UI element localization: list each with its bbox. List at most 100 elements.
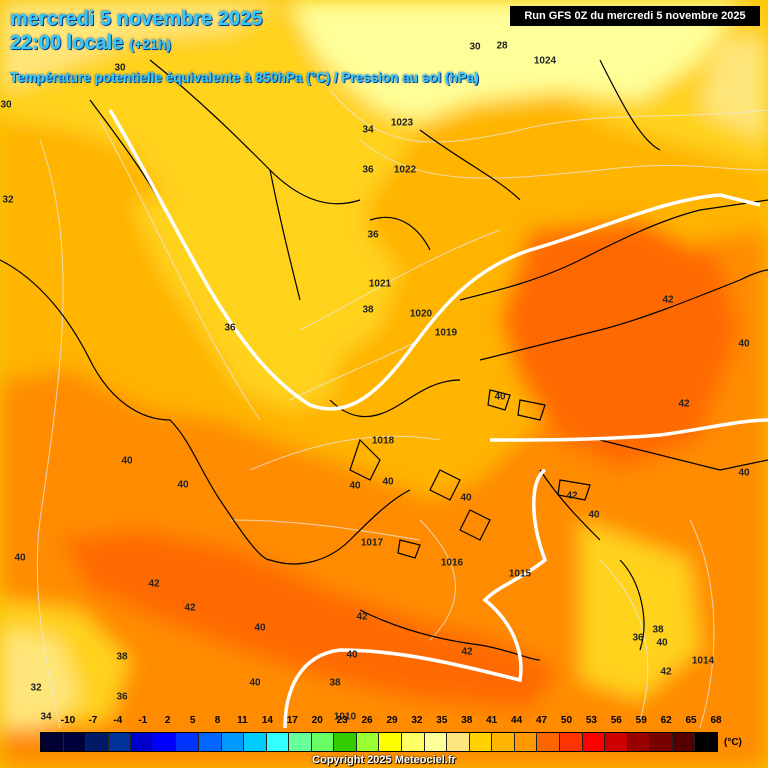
- isobar: [299, 229, 501, 331]
- scale-swatch: [672, 733, 696, 751]
- temperature-label: 36: [116, 691, 128, 703]
- temperature-label: 42: [660, 666, 672, 678]
- isobar: [689, 519, 715, 729]
- scale-swatch: [605, 733, 628, 751]
- coastline: [539, 469, 601, 541]
- scale-swatch: [559, 733, 583, 751]
- temperature-label: 40: [121, 455, 133, 467]
- scale-swatch: [695, 733, 717, 751]
- scale-swatch: [244, 733, 267, 751]
- forecast-date: mercredi 5 novembre 2025: [10, 8, 263, 30]
- scale-swatch: [153, 733, 177, 751]
- zone-32-southwest: [0, 630, 80, 728]
- pressure-label: 1021: [368, 278, 392, 290]
- temperature-label: 40: [738, 467, 750, 479]
- scale-swatch: [627, 733, 651, 751]
- scale-tick-label: 14: [261, 715, 273, 726]
- scale-swatch: [266, 733, 290, 751]
- scale-swatch: [289, 733, 312, 751]
- isobar: [289, 339, 421, 401]
- scale-tick-label: 53: [585, 715, 597, 726]
- scale-swatch: [650, 733, 673, 751]
- scale-swatch: [176, 733, 199, 751]
- temperature-label: 42: [662, 294, 674, 306]
- scale-swatch: [334, 733, 357, 751]
- scale-swatch: [356, 733, 380, 751]
- temperature-label: 40: [249, 677, 261, 689]
- scale-swatch: [402, 733, 425, 751]
- isobar: [249, 435, 441, 471]
- border: [419, 129, 521, 201]
- scale-swatch: [492, 733, 515, 751]
- isobar-1020: [108, 109, 761, 411]
- forecast-offset: (+21h): [129, 36, 172, 52]
- temperature-label: 42: [356, 611, 368, 623]
- zone-42-south: [60, 530, 560, 710]
- scale-tick-label: -4: [113, 715, 123, 726]
- scale-tick-label: 62: [660, 715, 672, 726]
- scale-swatch: [537, 733, 560, 751]
- pressure-label: 1019: [434, 327, 458, 339]
- temperature-label: 42: [148, 578, 160, 590]
- coastline: [619, 559, 645, 651]
- border: [149, 59, 361, 205]
- temperature-label: 40: [382, 476, 394, 488]
- temperature-label: 42: [461, 646, 473, 658]
- scale-swatch: [63, 733, 87, 751]
- pressure-label: 1023: [390, 117, 414, 129]
- isobar: [359, 139, 768, 179]
- scale-tick-label: 32: [411, 715, 423, 726]
- island: [517, 399, 546, 421]
- scale-tick-label: 56: [610, 715, 622, 726]
- scale-swatch: [41, 733, 64, 751]
- main-isobars: [108, 109, 768, 729]
- scale-swatch: [514, 733, 538, 751]
- border: [599, 59, 661, 151]
- color-scale-bar: [40, 732, 718, 752]
- isobar-1015: [283, 468, 548, 729]
- pressure-label: 1015: [508, 568, 532, 580]
- scale-swatch: [447, 733, 470, 751]
- pressure-label: 1024: [533, 55, 557, 67]
- scale-swatch: [108, 733, 132, 751]
- island: [349, 438, 381, 481]
- scale-tick-label: 41: [486, 715, 498, 726]
- temperature-label: 38: [362, 304, 374, 316]
- isobar: [329, 89, 768, 143]
- island: [487, 389, 511, 411]
- zone-35-southeast: [580, 520, 700, 700]
- temperature-label: 30: [469, 41, 481, 53]
- coastline: [329, 379, 461, 418]
- zone-42-turkey: [500, 220, 740, 470]
- island: [397, 539, 421, 559]
- zone-32-northeast: [700, 40, 768, 140]
- temperature-label: 40: [656, 637, 668, 649]
- run-info-box: Run GFS 0Z du mercredi 5 novembre 2025: [510, 6, 760, 26]
- scale-tick-label: 23: [336, 715, 348, 726]
- coastline: [459, 199, 768, 301]
- temperature-label: 38: [652, 624, 664, 636]
- temperature-label: 34: [40, 711, 52, 723]
- temperature-label: 32: [2, 194, 14, 206]
- temperature-label: 40: [588, 509, 600, 521]
- isobar: [229, 519, 421, 541]
- temperature-label: 42: [678, 398, 690, 410]
- scale-tick-label: 17: [286, 715, 298, 726]
- temperature-label: 28: [496, 40, 508, 52]
- temperature-label: 38: [329, 677, 341, 689]
- border: [269, 169, 301, 301]
- scale-tick-label: -1: [138, 715, 148, 726]
- scale-swatch: [424, 733, 448, 751]
- scale-tick-label: 29: [386, 715, 398, 726]
- temperature-label: 40: [14, 552, 26, 564]
- temperature-label: 32: [30, 682, 42, 694]
- pressure-label: 1016: [440, 557, 464, 569]
- scale-swatch: [582, 733, 606, 751]
- scale-unit: (°C): [724, 737, 742, 748]
- forecast-time-value: 22:00 locale: [10, 32, 124, 54]
- isobar: [99, 119, 261, 421]
- pressure-label: 1018: [371, 435, 395, 447]
- island: [429, 469, 461, 501]
- map-subtitle: Température potentielle équivalente à 85…: [10, 70, 479, 85]
- temperature-label: 40: [254, 622, 266, 634]
